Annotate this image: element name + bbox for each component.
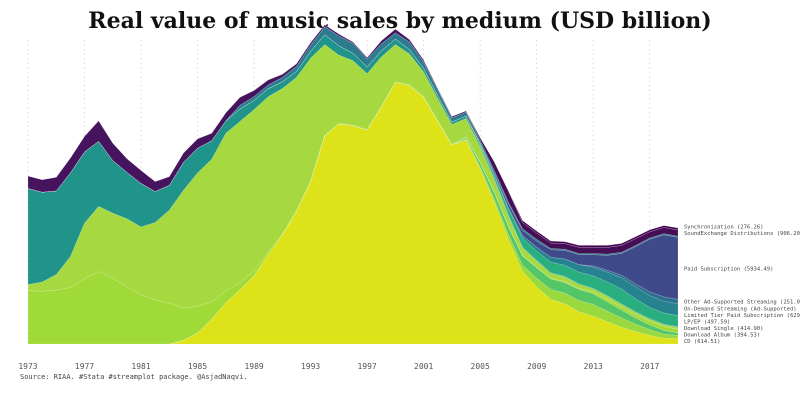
legend-label-synchronization: Synchronization (276.26): [684, 225, 763, 231]
x-tick-label-2001: 2001: [414, 362, 433, 371]
x-tick-label-1981: 1981: [131, 362, 150, 371]
series-area-8-track-vinyl-singles: [27, 34, 679, 328]
source-note: Source: RIAA. #Stata #streamplot package…: [20, 373, 248, 381]
legend-label-download-single: Download Single (414.90): [684, 326, 763, 332]
legend: CD (614.51)Download Album (394.53)Downlo…: [684, 225, 800, 346]
x-tick-label-1989: 1989: [244, 362, 263, 371]
series-area-synchronization: [27, 24, 679, 248]
x-tick-label-2005: 2005: [471, 362, 490, 371]
legend-label-cd: CD (614.51): [684, 339, 720, 345]
area-layer: [27, 24, 679, 345]
legend-label-paid-subscription: Paid Subscription (5934.49): [684, 266, 773, 272]
x-tick-label-2013: 2013: [584, 362, 603, 371]
x-tick-label-1985: 1985: [188, 362, 207, 371]
chart-title: Real value of music sales by medium (USD…: [88, 8, 712, 34]
x-axis: 1973 1977 1981 1985 1989 1993 1997 2001 2005 2009…: [18, 362, 659, 371]
x-tick-label-1973: 1973: [18, 362, 37, 371]
legend-label-lp-ep: LP/EP (497.59): [684, 320, 730, 326]
x-tick-label-1993: 1993: [301, 362, 320, 371]
x-tick-label-1977: 1977: [75, 362, 94, 371]
x-tick-label-1997: 1997: [357, 362, 376, 371]
series-area-cassette-other-physical: [27, 44, 679, 330]
legend-label-other-ad-supported-streaming: Other Ad-Supported Streaming (251.06): [684, 300, 800, 306]
x-tick-label-2017: 2017: [640, 362, 659, 371]
series-area-lp-ep: [27, 81, 679, 345]
x-tick-label-2009: 2009: [527, 362, 546, 371]
legend-label-on-demand-streaming-ad-supported-: On-Demand Streaming (Ad-Supported) (569.…: [684, 307, 800, 313]
legend-label-soundexchange-distributions: SoundExchange Distributions (906.20): [684, 231, 800, 237]
legend-label-download-album: Download Album (394.53): [684, 333, 760, 339]
legend-label-limited-tier-paid-subscription: Limited Tier Paid Subscription (629.50): [684, 313, 800, 319]
